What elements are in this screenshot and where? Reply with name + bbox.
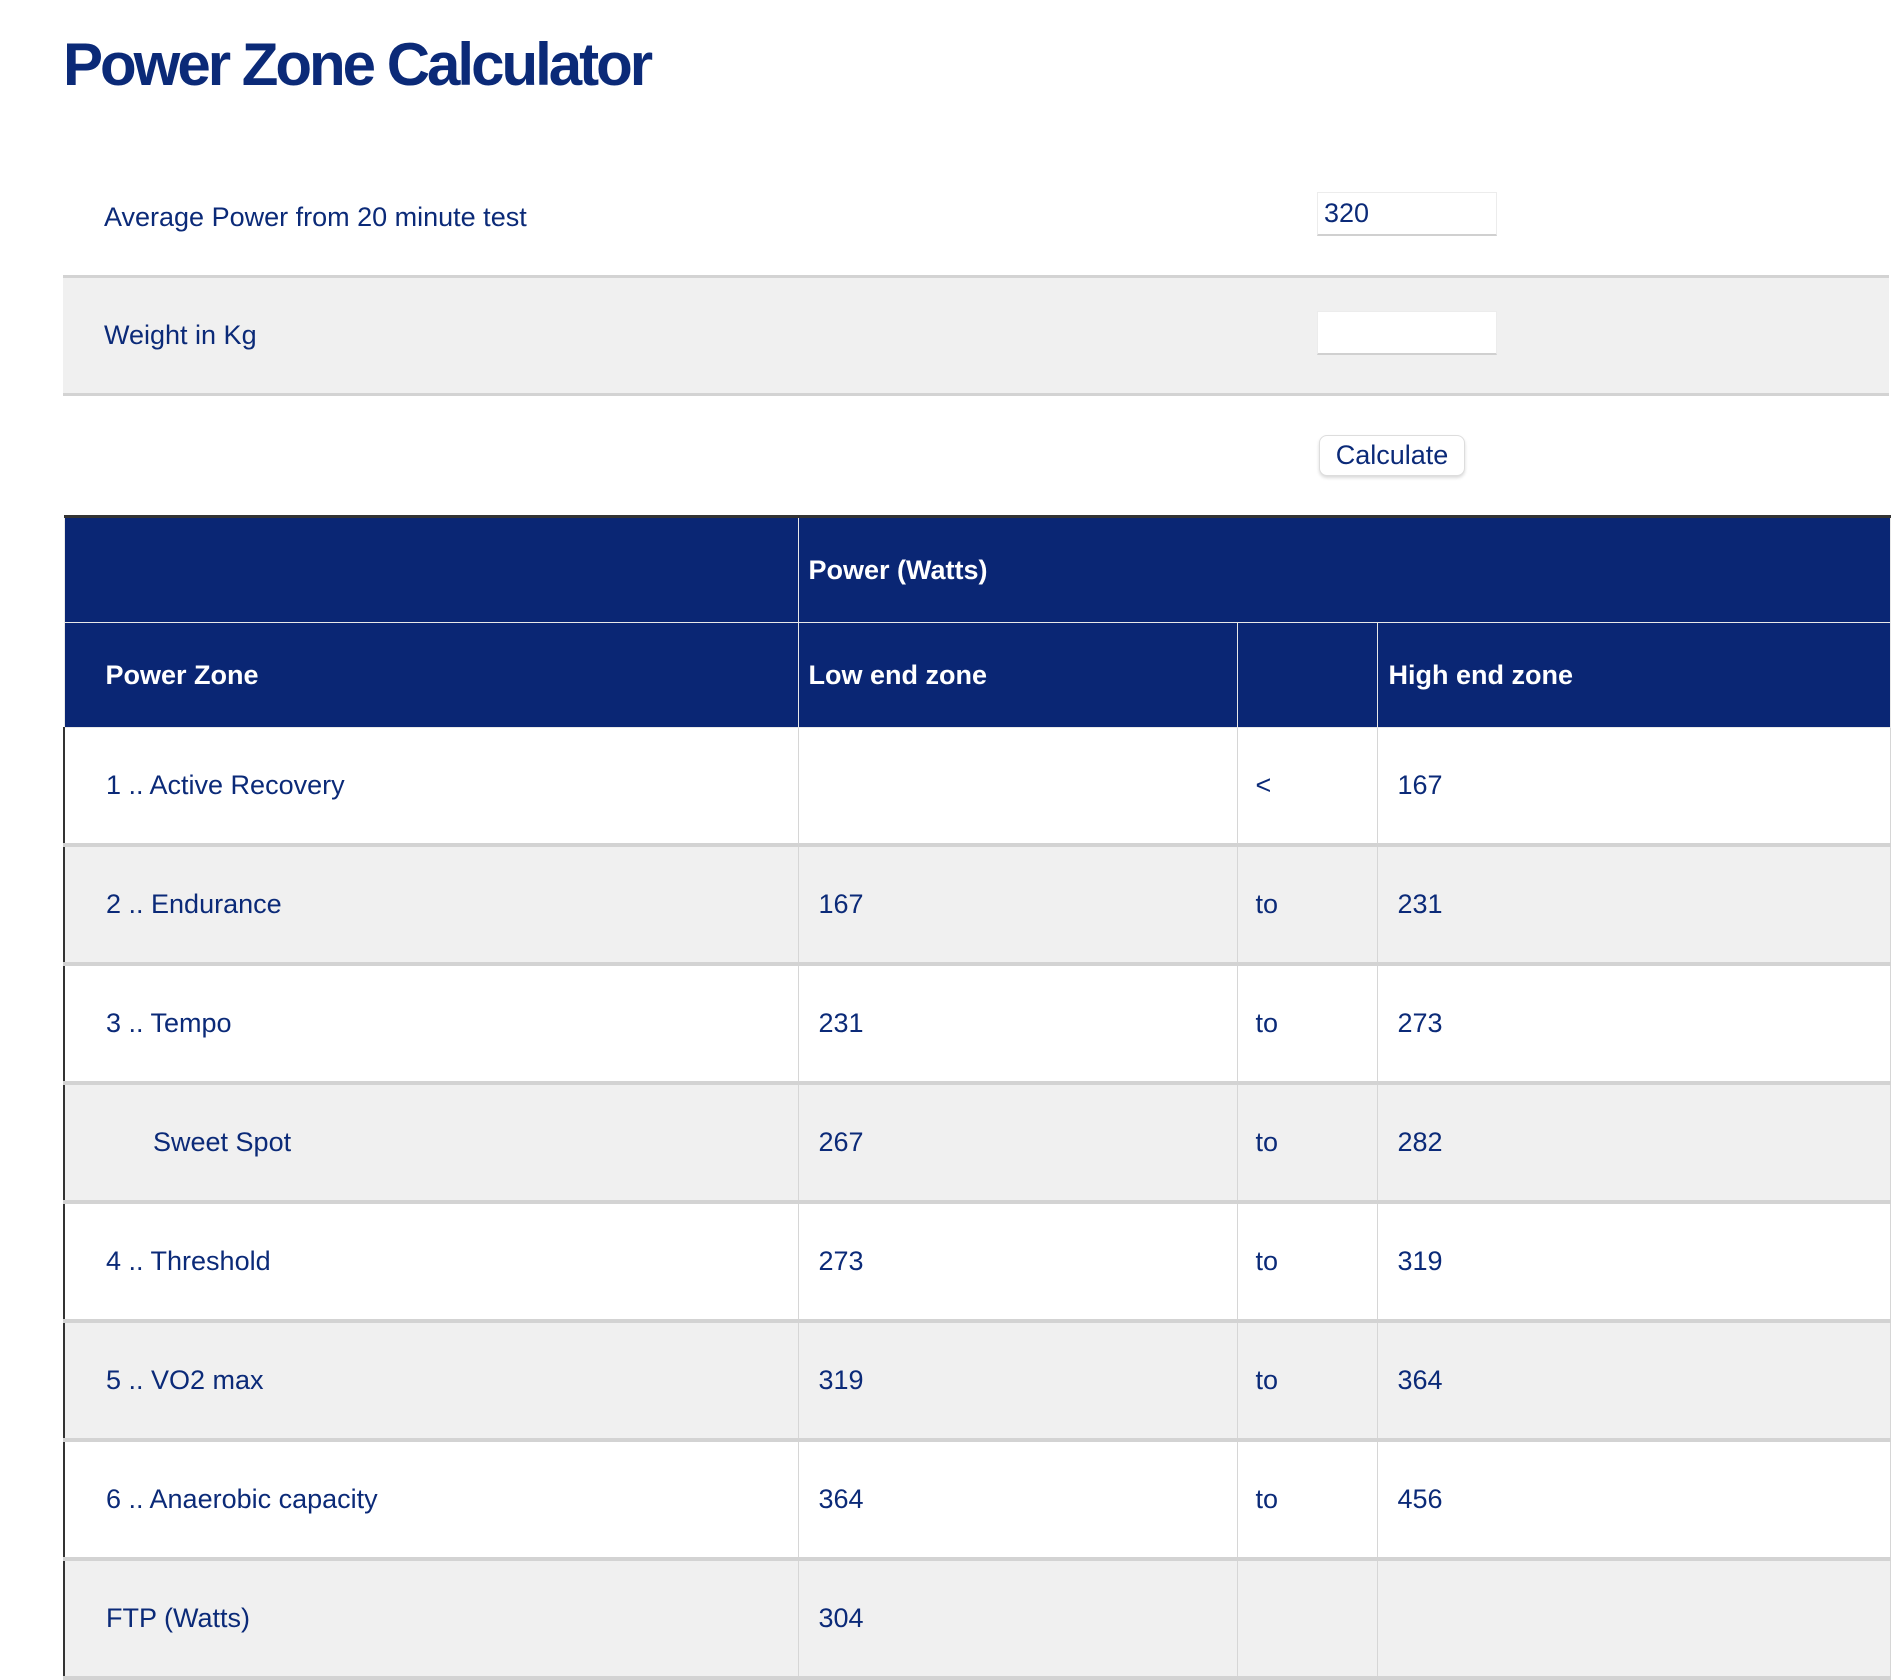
zone-cell: 3 .. Tempo [63,964,799,1085]
low-end-cell: 304 [798,1559,1238,1680]
separator-cell: to [1236,964,1378,1085]
zone-cell: 1 .. Active Recovery [63,727,799,847]
column-header-row: Power Zone Low end zone High end zone [63,622,1891,728]
table-row: 5 .. VO2 max 319 to 364 [63,1321,1891,1442]
table-row: 3 .. Tempo 231 to 273 [63,964,1891,1085]
zone-cell: 2 .. Endurance [63,845,799,966]
high-end-cell [1377,1559,1891,1680]
high-end-cell: 273 [1377,964,1891,1085]
separator-cell [1236,1559,1378,1680]
zone-cell: FTP (Watts) [63,1559,799,1680]
zone-cell: 6 .. Anaerobic capacity [63,1440,799,1561]
zone-cell: 5 .. VO2 max [63,1321,799,1442]
low-end-cell: 231 [798,964,1238,1085]
table-row: 6 .. Anaerobic capacity 364 to 456 [63,1440,1891,1561]
avg-power-row: Average Power from 20 minute test [63,159,1889,278]
low-end-cell: 319 [798,1321,1238,1442]
separator-cell: to [1236,1440,1378,1561]
calculate-button[interactable]: Calculate [1319,435,1465,476]
low-end-cell: 167 [798,845,1238,966]
power-zone-table: Power (Watts) Power Zone Low end zone Hi… [63,515,1891,1680]
header-high-end: High end zone [1376,622,1891,728]
zone-cell: Sweet Spot [63,1083,799,1204]
table-row: Sweet Spot 267 to 282 [63,1083,1891,1204]
high-end-cell: 319 [1377,1202,1891,1323]
avg-power-label: Average Power from 20 minute test [104,201,527,232]
low-end-cell [798,727,1238,847]
header-power-watts: Power (Watts) [797,516,1891,623]
avg-power-input[interactable]: 320 [1317,192,1497,236]
high-end-cell: 364 [1377,1321,1891,1442]
page-title: Power Zone Calculator [63,31,653,98]
low-end-cell: 364 [798,1440,1238,1561]
header-power-zone: Power Zone [63,622,799,728]
high-end-cell: 231 [1377,845,1891,966]
separator-cell: to [1236,1202,1378,1323]
table-row: 4 .. Threshold 273 to 319 [63,1202,1891,1323]
zone-cell: 4 .. Threshold [63,1202,799,1323]
separator-cell: to [1236,1321,1378,1442]
separator-cell: < [1236,727,1378,847]
separator-cell: to [1236,845,1378,966]
header-empty [63,516,799,623]
weight-label: Weight in Kg [104,320,257,350]
table-row: 2 .. Endurance 167 to 231 [63,845,1891,966]
weight-input[interactable] [1317,311,1497,355]
high-end-cell: 167 [1377,727,1891,847]
high-end-cell: 282 [1377,1083,1891,1204]
high-end-cell: 456 [1377,1440,1891,1561]
weight-row: Weight in Kg [63,278,1889,396]
separator-cell: to [1236,1083,1378,1204]
low-end-cell: 267 [798,1083,1238,1204]
header-low-end: Low end zone [797,622,1238,728]
table-row: 1 .. Active Recovery <167 [63,727,1891,847]
header-sep [1236,622,1378,728]
group-header-row: Power (Watts) [63,516,1891,623]
low-end-cell: 273 [798,1202,1238,1323]
table-row: FTP (Watts) 304 [63,1559,1891,1680]
